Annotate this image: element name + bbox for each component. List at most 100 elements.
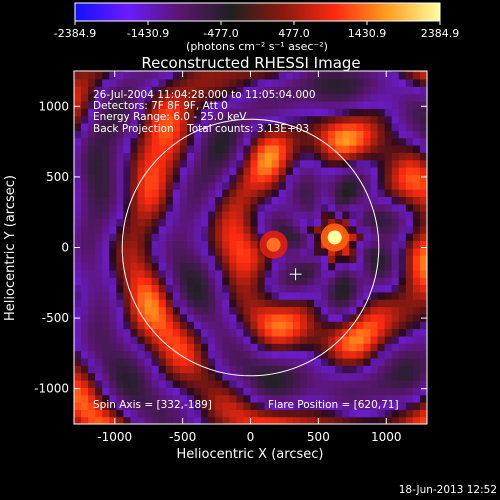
heatmap-cell [321, 211, 329, 220]
heatmap-cell [370, 108, 379, 117]
heatmap-cell [384, 86, 393, 95]
heatmap-cell [405, 357, 414, 366]
heatmap-cell [194, 144, 202, 153]
heatmap-cell [335, 144, 343, 153]
heatmap-cell [243, 225, 252, 234]
heatmap-cell [314, 100, 322, 109]
heatmap-cell [257, 401, 266, 410]
heatmap-cell [102, 115, 110, 124]
heatmap-cell [264, 78, 273, 87]
heatmap-cell [314, 71, 322, 73]
heatmap-cell [74, 394, 82, 403]
heatmap-cell [208, 343, 216, 352]
heatmap-cell [243, 350, 252, 359]
heatmap-cell [158, 357, 167, 366]
heatmap-cell [229, 225, 237, 234]
heatmap-cell [328, 108, 336, 117]
heatmap-cell [172, 299, 181, 308]
heatmap-cell [405, 189, 414, 197]
heatmap-cell [109, 321, 117, 330]
heatmap-cell [335, 174, 343, 183]
heatmap-cell [74, 108, 82, 117]
heatmap-cell [151, 365, 160, 374]
heatmap-cell [250, 71, 259, 80]
heatmap-cell [172, 262, 181, 271]
heatmap-cell [137, 122, 146, 131]
heatmap-cell [137, 343, 146, 352]
heatmap-cell [95, 167, 103, 175]
heatmap-cell [278, 284, 287, 293]
heatmap-cell [74, 78, 82, 87]
heatmap-cell [405, 108, 414, 117]
heatmap-cell [363, 350, 372, 359]
heatmap-cell [398, 335, 407, 344]
heatmap-cell [201, 291, 209, 300]
heatmap-cell [222, 159, 230, 168]
heatmap-cell [172, 233, 181, 242]
heatmap-cell [158, 93, 167, 102]
heatmap-cell [165, 108, 174, 117]
heatmap-cell [342, 71, 350, 80]
heatmap-cell [158, 122, 167, 131]
heatmap-cell [137, 152, 146, 161]
heatmap-cell [222, 78, 230, 87]
heatmap-cell [419, 71, 427, 80]
heatmap-cell [165, 401, 174, 410]
colorbar-tick-label: 1430.9 [348, 27, 387, 40]
heatmap-cell [102, 152, 110, 161]
heatmap-cell [236, 93, 245, 102]
heatmap-cell [292, 144, 301, 153]
heatmap-cell [74, 269, 82, 278]
heatmap-cell [257, 328, 266, 337]
heatmap-cell [215, 350, 223, 359]
heatmap-cell [377, 100, 386, 109]
heatmap-cell [299, 335, 308, 344]
heatmap-cell [370, 144, 379, 153]
heatmap-cell [165, 277, 174, 286]
heatmap-cell [398, 167, 407, 175]
heatmap-cell [419, 372, 427, 381]
heatmap-cell [292, 262, 301, 271]
heatmap-cell [299, 167, 308, 175]
heatmap-cell [292, 240, 301, 249]
heatmap-cell [342, 299, 350, 308]
heatmap-cell [278, 269, 287, 278]
heatmap-cell [419, 137, 427, 146]
heatmap-cell [236, 284, 245, 293]
heatmap-cell [144, 218, 153, 227]
heatmap-cell [363, 225, 372, 234]
heatmap-cell [391, 284, 400, 293]
heatmap-cell [201, 240, 209, 249]
heatmap-cell [201, 277, 209, 286]
heatmap-cell [123, 115, 132, 124]
heatmap-cell [165, 100, 174, 109]
heatmap-cell [398, 189, 407, 197]
heatmap-cell [419, 196, 427, 205]
heatmap-cell [271, 379, 280, 388]
heatmap-cell [335, 108, 343, 117]
heatmap-cell [363, 299, 372, 308]
heatmap-cell [377, 350, 386, 359]
heatmap-cell [144, 203, 153, 212]
heatmap-cell [257, 189, 266, 197]
heatmap-cell [285, 328, 294, 337]
heatmap-cell [250, 262, 259, 271]
heatmap-cell [321, 247, 329, 256]
heatmap-cell [250, 240, 259, 249]
heatmap-cell [299, 240, 308, 249]
heatmap-cell [95, 86, 103, 95]
spin-axis-marker [289, 268, 302, 281]
heatmap-cell [88, 365, 96, 374]
heatmap-cell [95, 144, 103, 153]
heatmap-cell [116, 262, 125, 271]
heatmap-cell [306, 313, 315, 322]
heatmap-cell [349, 71, 357, 80]
heatmap-cell [109, 196, 117, 205]
heatmap-cell [384, 218, 393, 227]
heatmap-cell [264, 313, 273, 322]
heatmap-cell [342, 284, 350, 293]
heatmap-cell [130, 240, 139, 249]
heatmap-cell [158, 284, 167, 293]
heatmap-cell [419, 350, 427, 359]
heatmap-cell [363, 262, 372, 271]
